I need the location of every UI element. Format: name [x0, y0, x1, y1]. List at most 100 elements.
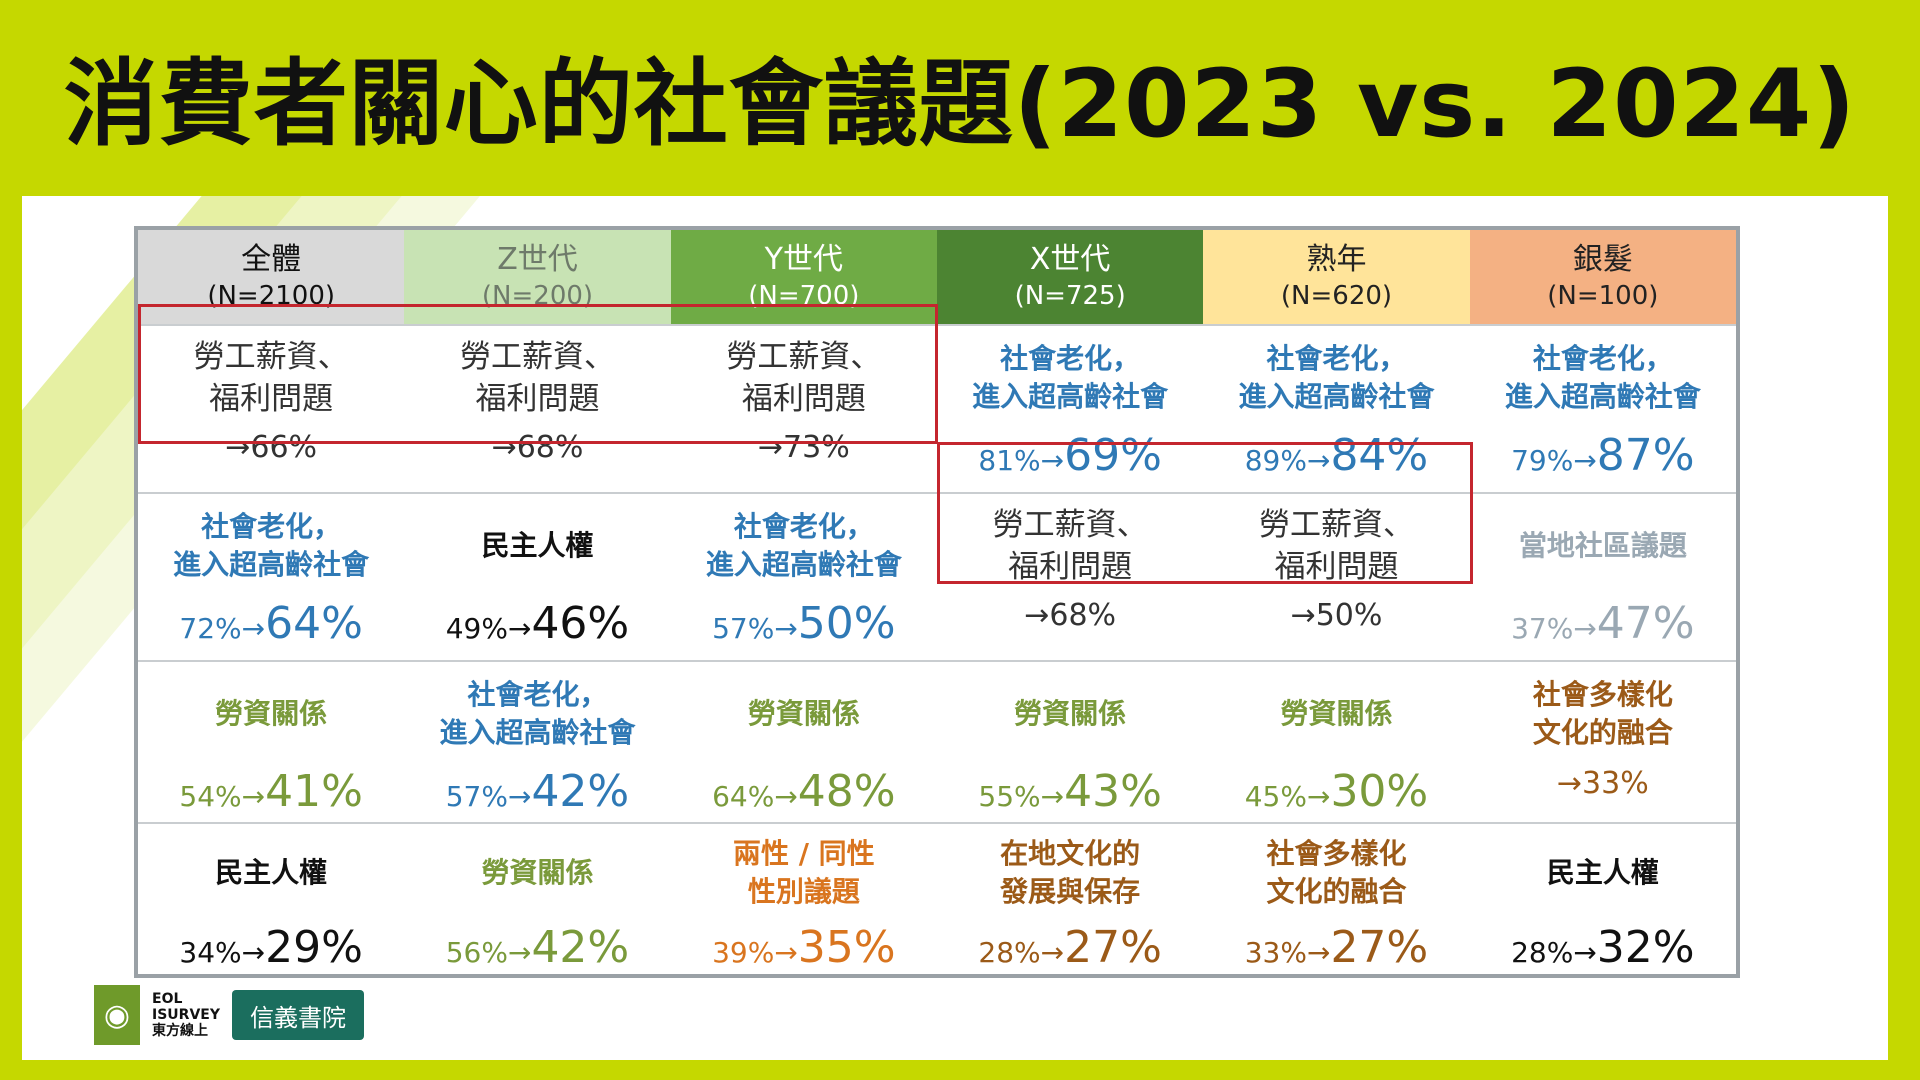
issue-cell: 當地社區議題 37%→ 47%	[1469, 492, 1736, 660]
value-2024: 42%	[531, 921, 630, 973]
value-2023: 72%→	[179, 612, 266, 645]
value-2024: 84%	[1330, 430, 1429, 481]
column-header-sample-size: (N=100)	[1547, 281, 1659, 311]
issue-cell: 社會老化， 進入超高齡社會 57%→ 42%	[404, 660, 671, 822]
issue-topic: 勞資關係	[481, 855, 594, 889]
value-2024: →33%	[1556, 766, 1649, 801]
issue-topic: 當地社區議題	[1518, 529, 1687, 562]
issue-cell: 勞工薪資、 福利問題 →66%	[138, 324, 405, 492]
issue-values: 39%→ 35%	[712, 922, 896, 975]
issue-topic: 勞工薪資、 福利問題	[1258, 507, 1414, 585]
value-2024: 50%	[797, 598, 896, 649]
value-2024: →73%	[757, 430, 850, 465]
value-2023: 54%→	[179, 780, 266, 813]
issue-cell: 勞工薪資、 福利問題 →68%	[404, 324, 671, 492]
value-2024: 32%	[1596, 921, 1695, 973]
footer-logos: ◉ EOL ISURVEY 東方線上 信義書院	[94, 985, 364, 1045]
issue-cell: 社會多樣化 文化的融合 →33%	[1469, 660, 1736, 822]
value-2024: 35%	[797, 921, 896, 973]
issue-cell: 勞資關係 45%→ 30%	[1203, 660, 1470, 822]
value-2023: 79%→	[1511, 444, 1597, 477]
column-header-name: 熟年	[1306, 242, 1367, 277]
issue-values: →66%	[225, 430, 317, 486]
issue-topic: 社會老化， 進入超高齡社會	[705, 510, 902, 581]
column-header-sample-size: (N=620)	[1280, 281, 1393, 311]
page-title: 消費者關心的社會議題(2023 vs. 2024)	[63, 50, 1857, 159]
issue-cell: 勞資關係 55%→ 43%	[937, 660, 1204, 822]
value-2024: 48%	[797, 766, 896, 817]
issue-values: 72%→ 64%	[179, 598, 363, 654]
issue-values: 79%→ 87%	[1511, 430, 1695, 486]
value-2024: 64%	[265, 598, 363, 649]
issue-cell: 勞資關係 64%→ 48%	[670, 660, 937, 822]
issue-values: 49%→ 46%	[446, 598, 630, 654]
column-header-sample-size: (N=2100)	[207, 281, 336, 311]
issue-topic: 社會多樣化 文化的融合	[1532, 678, 1673, 749]
issue-values: 37%→ 47%	[1511, 598, 1695, 654]
value-2024: 46%	[531, 598, 630, 649]
column-header: 熟年 (N=620)	[1203, 230, 1470, 324]
value-2024: 29%	[265, 921, 363, 973]
column-header-sample-size: (N=725)	[1014, 281, 1126, 311]
column-header-sample-size: (N=200)	[481, 281, 594, 311]
value-2023: 55%→	[978, 780, 1065, 813]
issue-topic: 社會多樣化 文化的融合	[1266, 836, 1407, 908]
issue-values: 28%→ 27%	[978, 922, 1162, 975]
issue-topic: 勞資關係	[1280, 697, 1393, 730]
issue-topic: 勞工薪資、 福利問題	[459, 339, 615, 417]
value-2024: →66%	[225, 430, 318, 465]
issue-cell: 民主人權 28%→ 32%	[1469, 822, 1736, 975]
issue-cell: 勞資關係 56%→ 42%	[404, 822, 671, 974]
issue-cell: 社會老化， 進入超高齡社會 79%→ 87%	[1469, 324, 1736, 492]
value-2023: 37%→	[1511, 612, 1597, 645]
issues-table: 全體 (N=2100) Z世代 (N=200) Y世代 (N=700) X世代 (N=725)…	[134, 226, 1740, 978]
value-2024: 43%	[1064, 766, 1162, 817]
value-2023: 57%→	[445, 780, 532, 813]
xinyi-logo: 信義書院	[231, 990, 364, 1040]
column-header-sample-size: (N=700)	[748, 281, 860, 311]
value-2024: →68%	[1024, 598, 1117, 633]
issue-values: 28%→ 32%	[1511, 922, 1695, 975]
value-2023: 28%→	[1511, 935, 1597, 969]
value-2024: 87%	[1596, 430, 1695, 481]
value-2024: →50%	[1290, 598, 1383, 633]
column-header: Y世代 (N=700)	[670, 230, 937, 324]
column-header: 全體 (N=2100)	[138, 230, 405, 324]
value-2023: 81%→	[978, 444, 1065, 477]
value-2023: 56%→	[445, 935, 532, 969]
issue-topic: 民主人權	[481, 529, 594, 562]
value-2023: 89%→	[1244, 444, 1331, 477]
value-2023: 39%→	[712, 935, 798, 969]
column-header-name: 全體	[241, 242, 302, 277]
value-2023: 57%→	[712, 612, 798, 645]
issue-cell: 社會老化， 進入超高齡社會 81%→ 69%	[937, 324, 1204, 492]
issue-values: →73%	[758, 430, 850, 486]
issue-cell: 民主人權 34%→ 29%	[138, 822, 405, 975]
issue-values: 54%→ 41%	[179, 766, 363, 822]
column-header-name: X世代	[1029, 242, 1111, 277]
issue-values: 34%→ 29%	[179, 922, 363, 975]
issue-topic: 勞資關係	[747, 697, 860, 730]
issue-cell: 社會老化， 進入超高齡社會 57%→ 50%	[670, 492, 937, 660]
issue-topic: 社會老化， 進入超高齡社會	[1504, 342, 1701, 413]
value-2023: 33%→	[1244, 935, 1331, 969]
issue-topic: 社會老化， 進入超高齡社會	[1238, 342, 1435, 413]
column-header: X世代 (N=725)	[937, 230, 1204, 324]
issue-topic: 兩性 / 同性 性別議題	[732, 836, 875, 908]
issue-cell: 勞資關係 54%→ 41%	[138, 660, 405, 822]
issue-values: →33%	[1557, 766, 1649, 822]
value-2024: 41%	[265, 766, 363, 817]
issue-topic: 勞資關係	[1014, 697, 1127, 730]
value-2024: 27%	[1330, 921, 1429, 973]
value-2023: 45%→	[1244, 780, 1331, 813]
issue-cell: 在地文化的 發展與保存 28%→ 27%	[937, 822, 1204, 975]
issue-values: 33%→ 27%	[1245, 922, 1429, 975]
issue-topic: 民主人權	[1546, 855, 1659, 889]
issues-grid: 全體 (N=2100) Z世代 (N=200) Y世代 (N=700) X世代 (N=725)…	[138, 230, 1736, 974]
issue-topic: 勞資關係	[215, 697, 328, 730]
value-2024: 42%	[531, 766, 630, 817]
value-2023: 64%→	[712, 780, 798, 813]
value-2023: 49%→	[445, 612, 532, 645]
issue-values: 45%→ 30%	[1245, 766, 1429, 822]
issue-values: 55%→ 43%	[978, 766, 1162, 822]
